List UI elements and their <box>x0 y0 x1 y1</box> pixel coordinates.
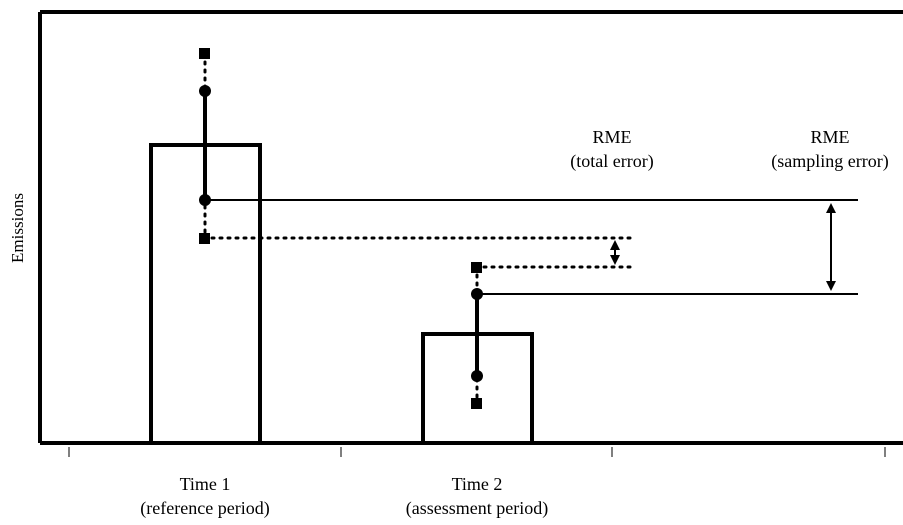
time1-sampling-error-upper-marker <box>199 85 211 97</box>
sampling-error-title: RME <box>810 127 849 147</box>
time2-total-error-upper-marker <box>471 262 482 273</box>
time2-total-error-lower-marker <box>471 398 482 409</box>
bar-label-time2: Time 2 <box>452 474 503 494</box>
time1-total-error-lower-marker <box>199 233 210 244</box>
bar-sublabel-time1: (reference period) <box>140 498 269 519</box>
bar-sublabel-time2: (assessment period) <box>406 498 548 519</box>
bar-label-time1: Time 1 <box>180 474 231 494</box>
y-axis-label: Emissions <box>8 193 27 263</box>
sampling-error-subtitle: (sampling error) <box>771 151 888 172</box>
total-error-title: RME <box>592 127 631 147</box>
time2-sampling-error-lower-marker <box>471 370 483 382</box>
total-error-subtitle: (total error) <box>570 151 653 172</box>
time1-total-error-upper-marker <box>199 48 210 59</box>
